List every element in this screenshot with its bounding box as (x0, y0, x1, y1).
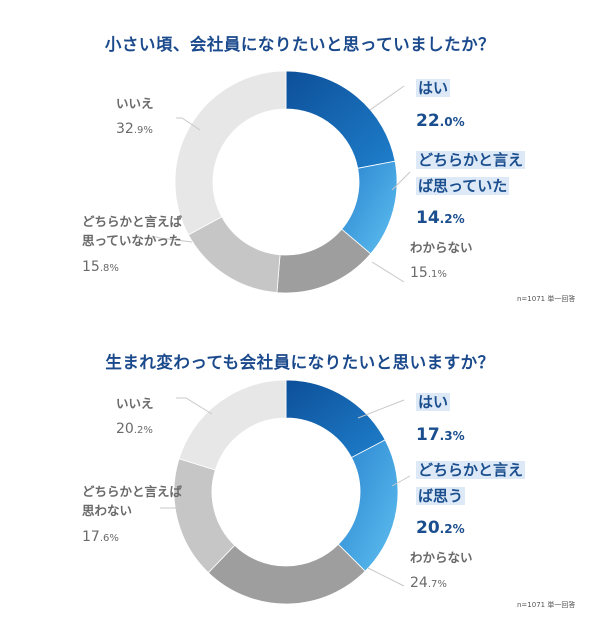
leader-line-unknown (367, 567, 405, 587)
chart-panel-2: 生まれ変わっても会社員になりたいと思いますか？ はい 17.3% どちらかと言え… (0, 318, 600, 636)
label-rather-yes: どちらかと言えば思っていた 14.2% (416, 148, 534, 231)
label-no: いいえ 32.9% (116, 94, 154, 141)
leader-line-no (176, 117, 201, 131)
leader-line-unknown (371, 261, 405, 283)
label-yes-value: 22.0% (416, 110, 465, 131)
label-rather-no-value: 17.6% (82, 528, 119, 545)
label-yes: はい 17.3% (416, 390, 556, 448)
label-yes: はい 22.0% (416, 76, 556, 134)
leader-line-rather-yes (391, 171, 411, 191)
slice-no (174, 70, 287, 236)
label-unknown: わからない 15.1% (410, 238, 473, 285)
label-no-value: 32.9% (116, 121, 153, 138)
label-unknown-name: わからない (410, 240, 473, 255)
label-yes-value: 17.3% (416, 424, 465, 445)
label-no-name: いいえ (116, 96, 154, 111)
sample-note: n=1071 単一回答 (517, 295, 576, 303)
chart-title: 小さい頃、会社員になりたいと思っていましたか？ (104, 35, 496, 54)
donut-chart (160, 379, 411, 605)
label-rather-no-name: どちらかと言えば思っていなかった (82, 214, 183, 249)
label-rather-no-name: どちらかと言えば思わない (82, 484, 183, 519)
label-unknown: わからない 24.7% (410, 548, 473, 595)
slice-yes (285, 70, 396, 169)
label-rather-yes: どちらかと言えば思う 20.2% (416, 458, 534, 541)
label-no-value: 20.2% (116, 421, 153, 438)
label-rather-yes-name: どちらかと言えば思う (416, 461, 526, 505)
slice-yes (285, 379, 386, 459)
chart-title: 生まれ変わっても会社員になりたいと思いますか？ (105, 353, 495, 372)
label-no: いいえ 20.2% (116, 394, 154, 441)
label-rather-no: どちらかと言えば思わない 17.6% (82, 482, 186, 548)
slice-rather-yes (337, 439, 399, 572)
chart-panel-1: 小さい頃、会社員になりたいと思っていましたか？ はい 22.0% どちらかと言え… (0, 0, 600, 318)
label-unknown-value: 24.7% (410, 575, 447, 592)
leader-line-rather-yes (391, 475, 411, 487)
label-rather-no: どちらかと言えば思っていなかった 15.8% (82, 212, 186, 278)
leader-line-no (176, 397, 213, 415)
label-yes-name: はい (416, 393, 451, 411)
slice-unknown (207, 543, 366, 605)
sample-note: n=1071 単一回答 (517, 601, 576, 609)
leader-line-rather-no (151, 235, 193, 243)
label-rather-yes-name: どちらかと言えば思っていた (416, 151, 526, 195)
label-no-name: いいえ (116, 396, 154, 411)
donut-chart (151, 70, 411, 294)
label-yes-name: はい (416, 79, 451, 97)
label-unknown-value: 15.1% (410, 265, 447, 282)
slice-rather-no (187, 216, 281, 294)
label-rather-yes-value: 14.2% (416, 208, 465, 228)
slice-no (178, 379, 287, 471)
label-rather-yes-value: 20.2% (416, 518, 465, 538)
label-rather-no-value: 15.8% (82, 258, 119, 275)
leader-line-yes (369, 85, 405, 111)
label-unknown-name: わからない (410, 550, 473, 565)
leader-line-yes (357, 399, 405, 419)
